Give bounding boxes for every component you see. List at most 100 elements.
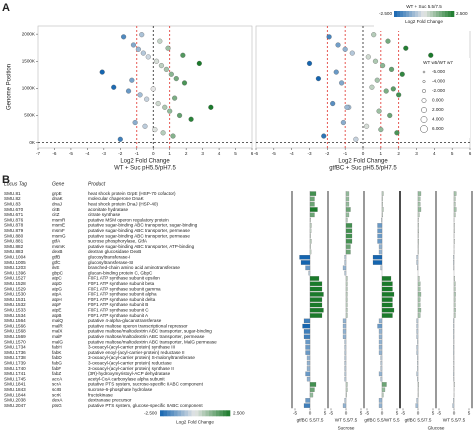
point	[208, 104, 214, 110]
bar	[309, 207, 318, 212]
table-cell: dnaK	[52, 196, 64, 201]
colorbar-cell	[177, 410, 182, 417]
table-cell: F0F1 ATP synthase subunit alpha	[88, 292, 157, 297]
colorbar-cell	[403, 11, 407, 17]
table-cell: dexB	[52, 249, 62, 254]
point	[335, 42, 341, 48]
colorbar-cell	[397, 11, 401, 17]
x-tick-label: -6	[254, 151, 259, 156]
table-cell: SMU.1529	[4, 286, 26, 291]
x-tick-label: 5	[324, 411, 327, 416]
bar	[453, 265, 455, 271]
bar	[306, 376, 311, 382]
bar	[345, 244, 351, 249]
point	[177, 112, 183, 119]
table-cell: SMU.1745	[4, 376, 26, 381]
point	[374, 77, 380, 83]
bar	[378, 329, 383, 334]
point	[339, 80, 345, 86]
bar	[345, 217, 348, 223]
point	[165, 45, 171, 51]
colorbar-cell	[163, 410, 168, 417]
bar	[381, 382, 387, 387]
bar	[344, 350, 347, 355]
table-cell: SMU.1740	[4, 366, 26, 371]
table-cell: F0F1 ATP synthase subunit delta	[88, 297, 156, 302]
bar	[381, 308, 395, 313]
point	[428, 52, 434, 58]
table-cell: atpG	[52, 286, 62, 291]
point	[344, 104, 350, 110]
x-tick-label: 4	[433, 151, 436, 156]
bar	[380, 376, 383, 382]
x-tick-label: -4	[85, 151, 90, 156]
point	[150, 86, 156, 92]
table-cell: branched-chain amino acid aminotransfera…	[88, 265, 180, 270]
bar	[305, 398, 311, 403]
bar	[308, 270, 311, 276]
colorbar-cell	[439, 11, 443, 17]
table-cell: malQ	[52, 318, 63, 323]
bar	[342, 329, 347, 334]
table-cell: heat shock protein DnaJ (HSP-40)	[88, 201, 158, 206]
bar	[453, 323, 455, 329]
size-legend-marker	[420, 116, 428, 123]
table-cell: fabD	[52, 355, 62, 360]
size-legend-marker	[420, 125, 428, 133]
table-cell: SMU.1004	[4, 254, 26, 259]
point	[396, 92, 402, 98]
table-cell: putative sugar-binding ABC transporter, …	[88, 228, 190, 233]
bar	[309, 297, 323, 302]
table-cell: SMU.1396	[4, 270, 26, 275]
point	[326, 34, 332, 40]
table-cell: SMU.1734	[4, 345, 26, 350]
point	[157, 38, 163, 44]
colorbar-cell	[167, 410, 171, 417]
bar	[453, 329, 455, 334]
x-tick-label: -2	[118, 151, 123, 156]
point	[385, 38, 391, 44]
colorbar-max: 2.500	[233, 411, 245, 416]
bar	[309, 233, 311, 239]
size-legend-label: 6.000	[432, 126, 444, 131]
table-cell: SMU.1532	[4, 302, 26, 307]
table-cell: fabZ	[52, 371, 61, 376]
point	[376, 108, 382, 114]
bar	[342, 334, 347, 340]
point	[378, 127, 384, 133]
x-tick-label: 1	[168, 151, 171, 156]
bar	[344, 255, 347, 260]
bar	[381, 207, 384, 212]
x-tick-label: 3	[415, 151, 418, 156]
table-cell: putative enoyl-(acyl-carrier-protein) re…	[88, 350, 185, 355]
table-cell: 3-oxoacyl-(acyl-carrier protein) synthas…	[88, 366, 174, 371]
x-tick-label: 6	[469, 151, 472, 156]
colorbar-cell	[424, 11, 428, 17]
table-cell: putative sugar-binding ABC transporter, …	[88, 233, 190, 238]
bar	[372, 255, 383, 260]
bar	[417, 223, 419, 228]
bar	[453, 202, 456, 207]
bar	[378, 345, 383, 350]
point	[139, 32, 145, 38]
bar	[381, 387, 386, 393]
table-cell: citrate synthase	[88, 212, 121, 217]
bar	[416, 318, 419, 324]
bar	[344, 361, 347, 366]
bar	[344, 398, 347, 403]
bar	[416, 329, 419, 334]
bar	[309, 217, 311, 223]
x-tick-label: 6	[251, 151, 254, 156]
table-cell: 3-oxoacyl-(acyl-carrier protein) synthas…	[88, 345, 175, 350]
size-legend-marker	[421, 107, 427, 113]
bar	[453, 276, 455, 281]
bar	[345, 286, 348, 292]
table-cell: gtfC	[52, 260, 61, 265]
point	[129, 77, 135, 83]
bar	[378, 350, 383, 355]
colorbar-cell	[195, 410, 199, 417]
table-cell: SMU.1564	[4, 318, 26, 323]
point	[330, 100, 336, 107]
size-legend-label: 2.000	[432, 107, 444, 112]
bar	[305, 345, 311, 350]
